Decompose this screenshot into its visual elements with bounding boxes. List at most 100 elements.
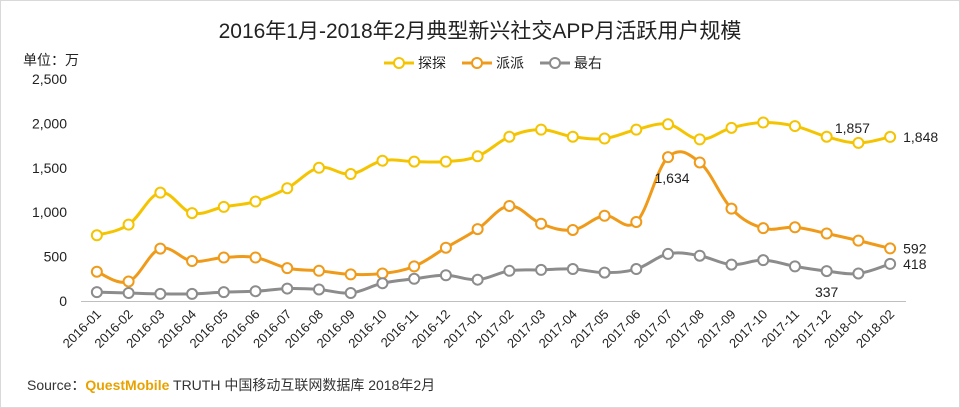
- data-labels: 1,857 1,848 1,634 592 337 418: [654, 120, 938, 300]
- series-1-point: [757, 222, 770, 235]
- series-0-point: [535, 123, 548, 136]
- series-2-point: [630, 263, 643, 276]
- series-0-point: [503, 130, 516, 143]
- series-2-point: [566, 263, 579, 276]
- y-tick-label: 2,000: [32, 115, 67, 131]
- series-2-point: [154, 287, 167, 300]
- legend-marker-2: [549, 57, 561, 69]
- series-2-point: [852, 267, 865, 280]
- series-1-point: [788, 221, 801, 234]
- series-0-point: [566, 130, 579, 143]
- series-2-point: [249, 285, 262, 298]
- series-1-point: [376, 267, 389, 280]
- series-2-point: [535, 263, 548, 276]
- series-1-point: [820, 227, 833, 240]
- series-2-point: [757, 254, 770, 267]
- legend: 探探 派派 最右: [384, 55, 602, 71]
- series-1-point: [439, 241, 452, 254]
- series-1-point: [408, 260, 421, 273]
- series-0-point: [820, 130, 833, 143]
- series-0-point: [788, 120, 801, 133]
- legend-label-1: 派派: [496, 55, 524, 71]
- series-0-point: [90, 229, 103, 242]
- y-tick-label: 500: [44, 249, 68, 265]
- series-1-point: [725, 202, 738, 215]
- series-2-point: [281, 282, 294, 295]
- series-2-point: [788, 260, 801, 273]
- series-0-point: [376, 154, 389, 167]
- series-1-point: [312, 264, 325, 277]
- data-label: 1,857: [835, 120, 870, 136]
- series-0-point: [693, 133, 706, 146]
- series-2-point: [471, 273, 484, 286]
- series-1-point: [90, 265, 103, 278]
- y-tick-label: 0: [59, 293, 67, 309]
- y-axis: 0 500 1,000 1,500 2,000 2,500: [32, 71, 67, 309]
- x-axis: 2016-012016-022016-032016-042016-052016-…: [60, 301, 906, 351]
- data-label: 418: [903, 256, 927, 272]
- series-1-point: [122, 275, 135, 288]
- legend-marker-0: [393, 57, 405, 69]
- series-line-1: [96, 150, 891, 284]
- series-0-point: [662, 118, 675, 131]
- series-0-point: [757, 116, 770, 129]
- series-line-0: [96, 120, 891, 237]
- series-0-point: [884, 130, 897, 143]
- series-0-point: [408, 155, 421, 168]
- series-2-point: [725, 258, 738, 271]
- series-2-point: [312, 283, 325, 296]
- data-label: 337: [815, 284, 839, 300]
- series-2-point: [598, 266, 611, 279]
- series-2-point: [693, 249, 706, 262]
- data-label: 1,848: [903, 129, 938, 145]
- series-2-point: [376, 277, 389, 290]
- series-2-point: [820, 265, 833, 278]
- series-1-point: [249, 251, 262, 264]
- series-1-point: [503, 199, 516, 212]
- series-0-point: [186, 207, 199, 220]
- series-1-point: [154, 242, 167, 255]
- series-2-point: [662, 247, 675, 260]
- series-0-point: [344, 168, 357, 181]
- plot-area: [90, 116, 897, 300]
- series-2-point: [503, 264, 516, 277]
- series-2-point: [344, 287, 357, 300]
- series-1-point: [344, 268, 357, 281]
- series-0-point: [154, 186, 167, 199]
- series-0-point: [630, 123, 643, 136]
- series-1-point: [217, 251, 230, 264]
- series-2-point: [122, 287, 135, 300]
- series-1-point: [598, 209, 611, 222]
- legend-marker-1: [471, 57, 483, 69]
- series-0-point: [281, 182, 294, 195]
- chart-title: 2016年1月-2018年2月典型新兴社交APP月活跃用户规模: [219, 20, 742, 43]
- series-1-point: [693, 156, 706, 169]
- series-2-point: [90, 286, 103, 299]
- series-0-point: [598, 132, 611, 145]
- series-2-point: [439, 269, 452, 282]
- series-0-point: [122, 218, 135, 231]
- source-note: Source：QuestMobile TRUTH 中国移动互联网数据库 2018…: [27, 375, 435, 395]
- series-1-point: [662, 151, 675, 164]
- series-0-point: [471, 150, 484, 163]
- series-1-point: [852, 234, 865, 247]
- series-1-point: [281, 262, 294, 275]
- series-0-point: [439, 155, 452, 168]
- y-tick-label: 1,000: [32, 204, 67, 220]
- series-2-point: [884, 257, 897, 270]
- series-1-point: [535, 217, 548, 230]
- source-brand: QuestMobile: [85, 377, 170, 393]
- source-prefix: Source：: [27, 377, 86, 393]
- y-tick-label: 2,500: [32, 71, 67, 87]
- source-text: TRUTH 中国移动互联网数据库 2018年2月: [169, 377, 436, 393]
- data-label: 592: [903, 240, 927, 256]
- series-1-point: [630, 215, 643, 228]
- series-2-point: [408, 272, 421, 285]
- legend-label-0: 探探: [418, 55, 446, 71]
- series-2-point: [217, 286, 230, 299]
- series-1-point: [566, 223, 579, 236]
- series-1-point: [186, 255, 199, 268]
- series-0-point: [312, 161, 325, 174]
